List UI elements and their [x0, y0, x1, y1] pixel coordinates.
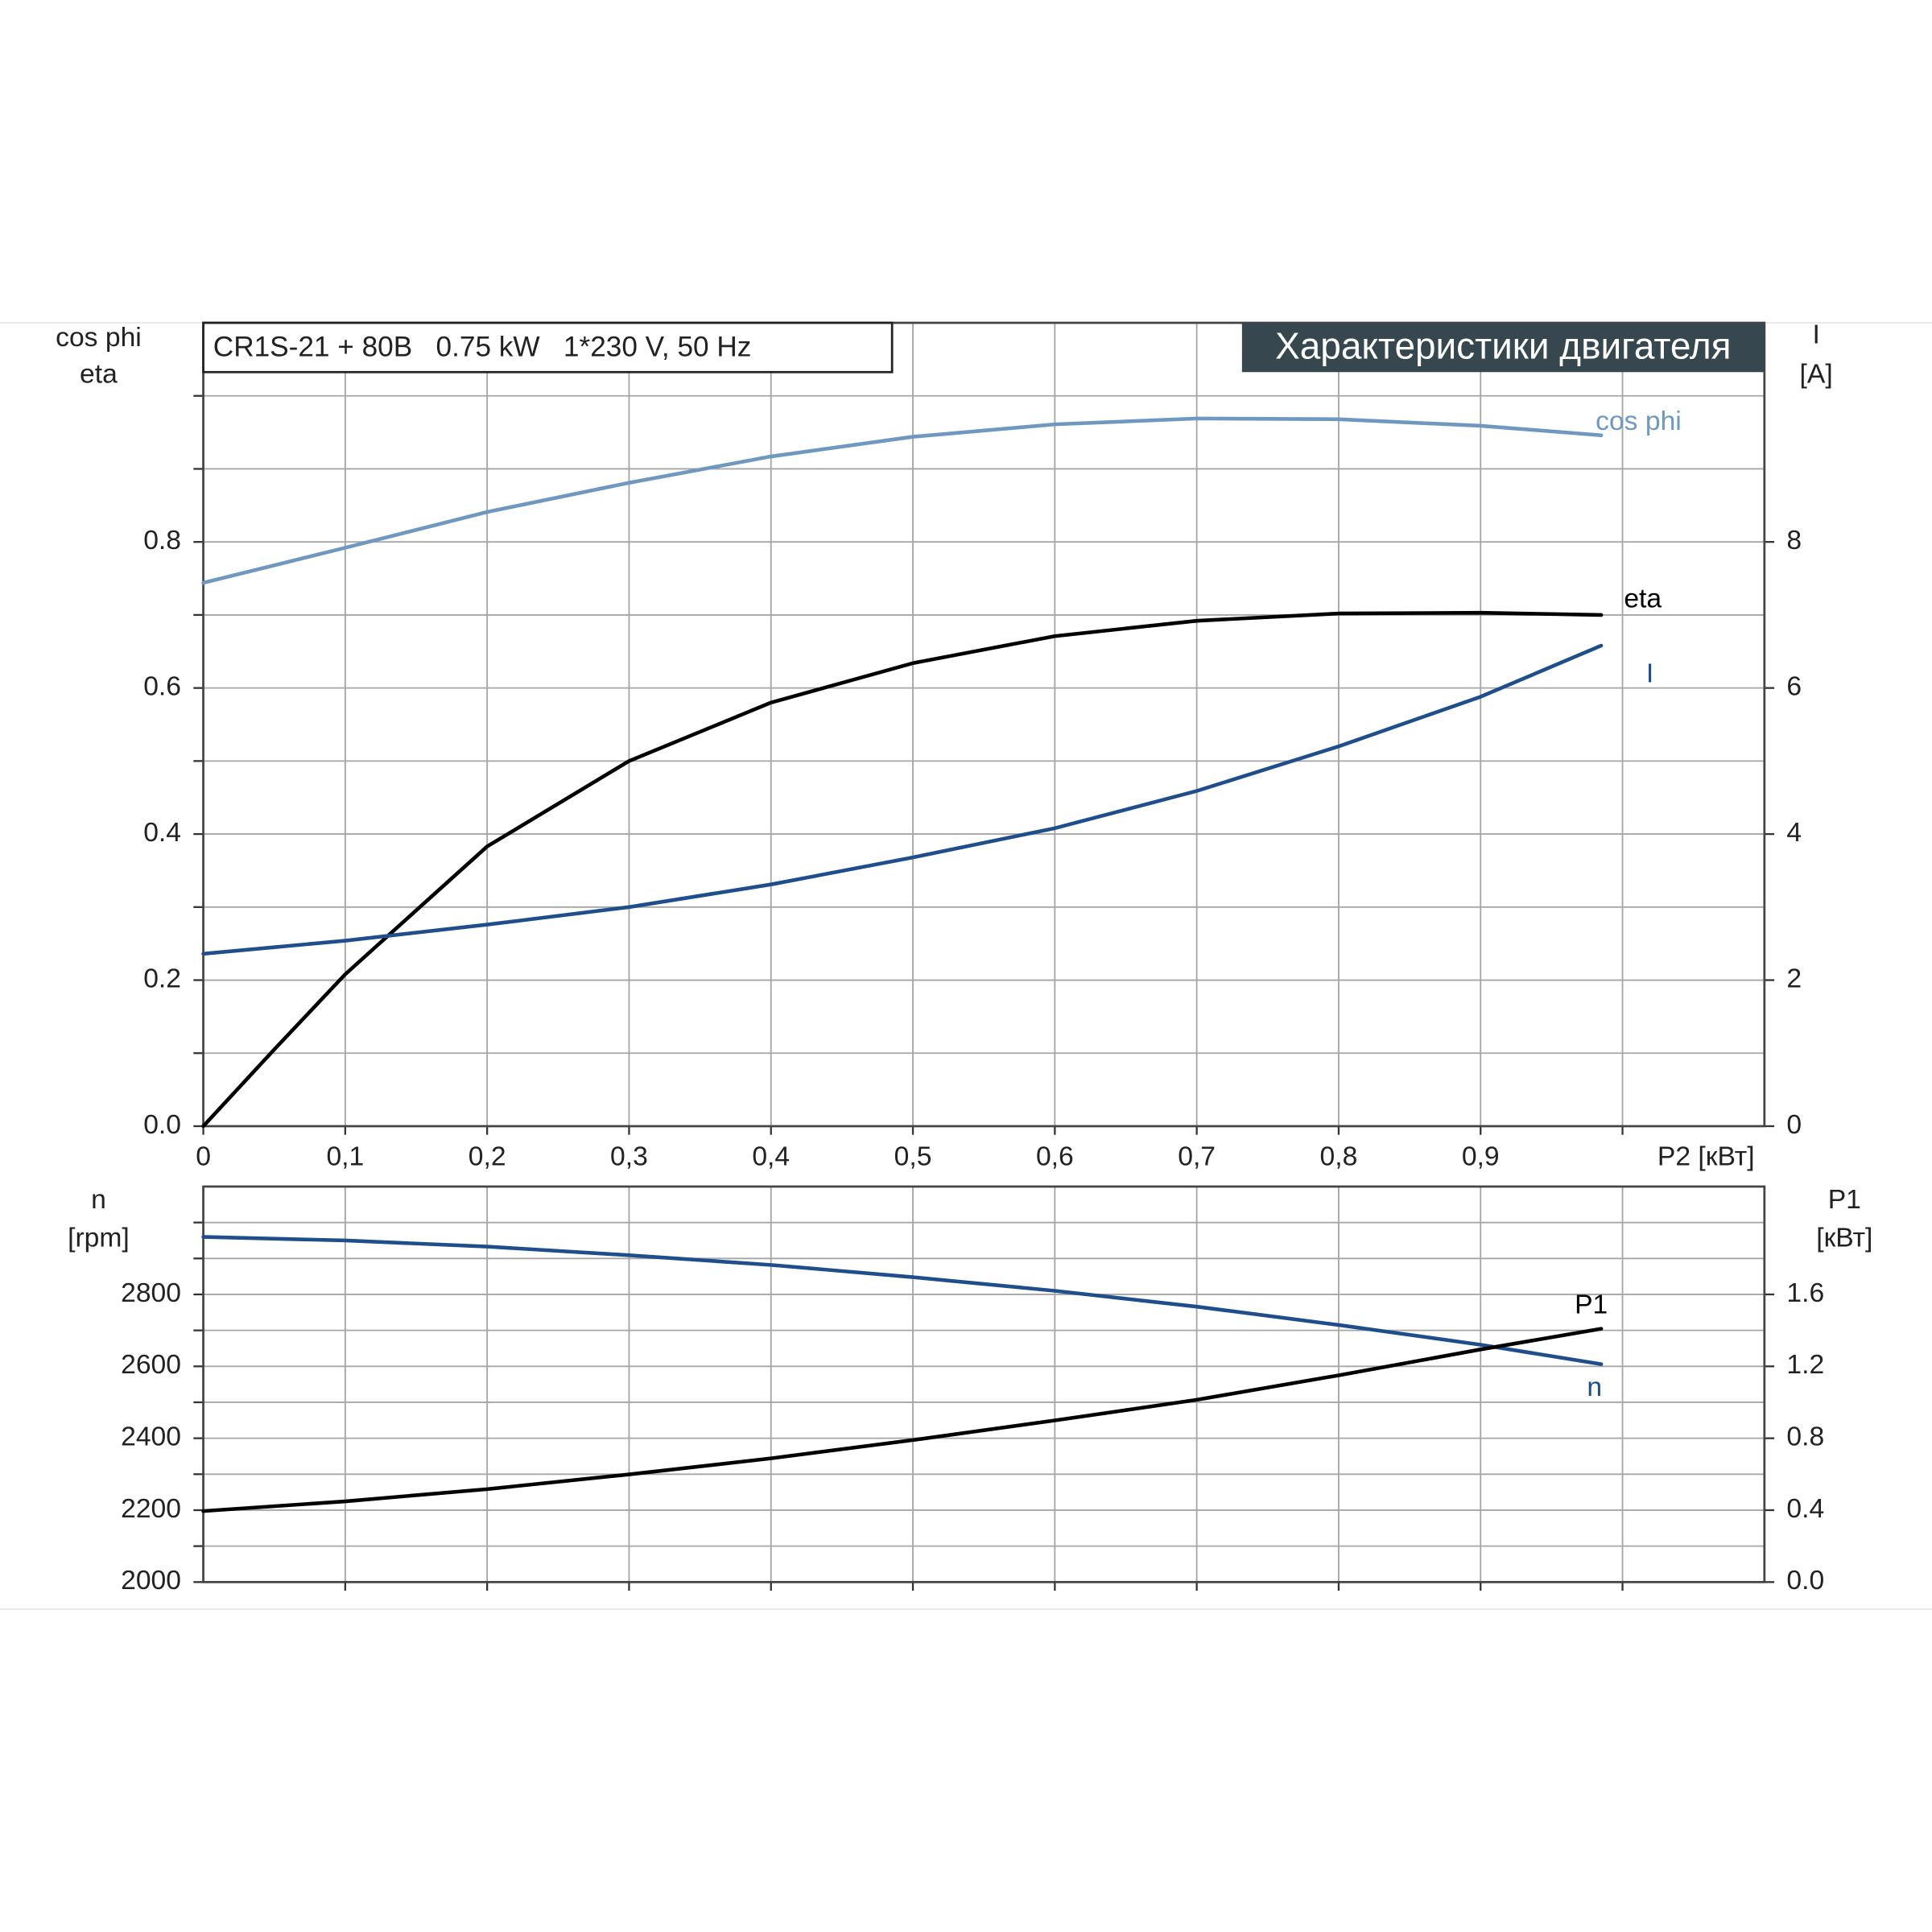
y2-axis-label: [A] [1800, 360, 1833, 390]
x-tick-label: 0 [196, 1142, 211, 1172]
y2-tick-label: 1.2 [1786, 1350, 1824, 1380]
y2-axis-label: P1 [1828, 1185, 1861, 1215]
x-tick-label: 0,9 [1462, 1142, 1500, 1172]
y-tick-label: 0.8 [143, 526, 181, 555]
y-axis-label: n [91, 1185, 106, 1215]
series-label: cos phi [1596, 407, 1682, 436]
series-label: eta [1624, 584, 1662, 613]
series-line [201, 610, 1604, 1129]
x-tick-label: 0,6 [1036, 1142, 1074, 1172]
y-tick-label: 2000 [121, 1566, 181, 1596]
y2-tick-label: 2 [1786, 964, 1802, 993]
y2-tick-label: 1.6 [1786, 1278, 1824, 1308]
y-axis-label: [rpm] [68, 1224, 130, 1253]
series-line [201, 643, 1604, 956]
y-tick-label: 0.6 [143, 672, 181, 702]
series-label: P1 [1575, 1290, 1608, 1319]
plot-frame [202, 321, 1766, 1128]
subtitle-box [202, 321, 894, 374]
x-tick-label: 0,7 [1178, 1142, 1216, 1172]
series-line [201, 1327, 1604, 1513]
y-tick-label: 0.2 [143, 964, 181, 993]
y2-axis-label: I [1812, 320, 1819, 350]
x-tick-label: 0,4 [752, 1142, 790, 1172]
y2-tick-label: 0.8 [1786, 1422, 1824, 1452]
y-tick-label: 0.4 [143, 818, 181, 848]
y-tick-label: 0.0 [143, 1110, 181, 1140]
subtitle: CR1S-21 + 80B 0.75 kW 1*230 V, 50 Hz [213, 331, 752, 362]
x-tick-label: 0,3 [610, 1142, 648, 1172]
y2-tick-label: 0 [1786, 1110, 1802, 1140]
y-tick-label: 2600 [121, 1350, 181, 1380]
y2-tick-label: 4 [1786, 818, 1802, 848]
y2-axis-label: [кВт] [1816, 1224, 1872, 1253]
y-tick-label: 2800 [121, 1278, 181, 1308]
series-line [201, 416, 1604, 585]
y-axis-label: eta [80, 360, 118, 390]
chart-title: Характеристики двигателя [1275, 324, 1731, 366]
x-tick-label: 0,1 [326, 1142, 364, 1172]
y2-tick-label: 0.4 [1786, 1494, 1824, 1524]
x-tick-label: 0,8 [1320, 1142, 1358, 1172]
x-tick-label: 0,2 [469, 1142, 506, 1172]
y2-tick-label: 6 [1786, 672, 1802, 702]
title-box [1241, 323, 1765, 373]
plot-frame [202, 1185, 1766, 1583]
y2-tick-label: 8 [1786, 526, 1802, 555]
series-line [201, 1235, 1604, 1366]
series-label: I [1646, 659, 1653, 689]
y-tick-label: 2200 [121, 1494, 181, 1524]
series-label: n [1587, 1373, 1602, 1402]
x-axis-label: P2 [кВт] [1657, 1142, 1755, 1172]
y2-tick-label: 0.0 [1786, 1566, 1824, 1596]
x-tick-label: 0,5 [894, 1142, 932, 1172]
y-tick-label: 2400 [121, 1422, 181, 1452]
y-axis-label: cos phi [56, 323, 142, 353]
